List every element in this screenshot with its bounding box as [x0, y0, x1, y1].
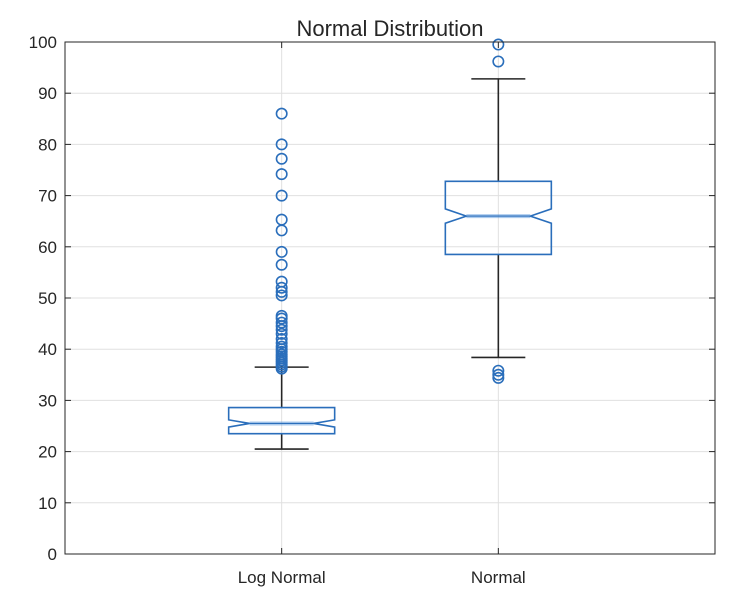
outlier-point — [492, 371, 505, 384]
grid-layer — [65, 41, 715, 555]
outlier-point — [492, 364, 505, 377]
outlier-point — [275, 152, 288, 165]
outlier-point — [275, 107, 288, 120]
outlier-point — [492, 38, 505, 51]
outlier-point — [492, 55, 505, 68]
axis-layer: 0 10 20 30 40 50 60 70 80 90 100 Log Normal Normal — [29, 33, 716, 587]
y-tick-label: 10 — [38, 494, 57, 513]
y-tick-label: 60 — [38, 238, 57, 257]
outlier-point — [275, 289, 288, 302]
y-tick-label: 20 — [38, 443, 57, 462]
outlier-point — [275, 245, 288, 258]
outlier-point — [275, 337, 288, 350]
y-tick-label: 30 — [38, 391, 57, 410]
outlier-point — [275, 340, 288, 353]
axes-frame — [64, 41, 716, 555]
y-tick-label: 70 — [38, 187, 57, 206]
outlier-point — [275, 316, 288, 329]
outlier-point — [275, 323, 288, 336]
y-tick-label: 0 — [48, 545, 57, 564]
y-tick-label: 50 — [38, 289, 57, 308]
outlier-point — [275, 213, 288, 226]
plot-layer — [227, 38, 553, 450]
outlier-point — [275, 258, 288, 271]
outlier-point — [275, 332, 288, 345]
x-tick-label: Log Normal — [238, 568, 326, 587]
y-tick-label: 100 — [29, 33, 57, 52]
outlier-point — [275, 281, 288, 294]
y-tick-label: 80 — [38, 135, 57, 154]
notched-box — [227, 406, 336, 435]
y-tick-label: 90 — [38, 84, 57, 103]
outlier-point — [275, 327, 288, 340]
outlier-point — [275, 168, 288, 181]
x-tick-label: Normal — [471, 568, 526, 587]
outlier-point — [275, 275, 288, 288]
y-tick-label: 40 — [38, 340, 57, 359]
outlier-point — [275, 189, 288, 202]
outlier-point — [492, 368, 505, 381]
chart-title: Normal Distribution — [296, 16, 483, 41]
outlier-point — [275, 138, 288, 151]
outlier-point — [275, 309, 288, 322]
notched-box — [444, 180, 553, 256]
